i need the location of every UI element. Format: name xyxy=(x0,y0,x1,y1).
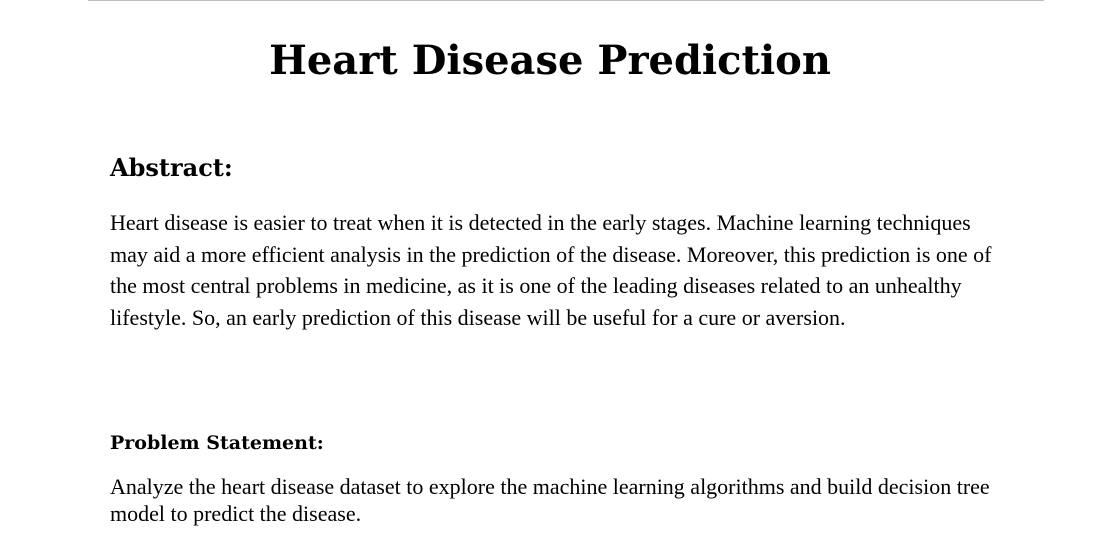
problem-statement-heading: Problem Statement: xyxy=(110,432,324,454)
abstract-heading: Abstract: xyxy=(110,153,233,182)
page-top-divider xyxy=(88,0,1044,1)
document-title: Heart Disease Prediction xyxy=(269,37,831,84)
problem-statement-paragraph: Analyze the heart disease dataset to exp… xyxy=(110,474,990,526)
abstract-paragraph: Heart disease is easier to treat when it… xyxy=(110,210,992,330)
